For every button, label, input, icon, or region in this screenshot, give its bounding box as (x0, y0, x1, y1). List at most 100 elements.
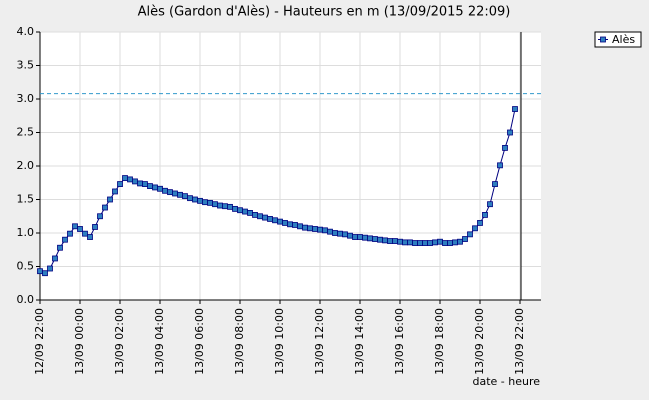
point (317, 226, 323, 233)
point (372, 236, 378, 242)
point (402, 239, 408, 246)
point (187, 195, 193, 202)
legend-label: Alès (612, 33, 635, 46)
point (357, 234, 363, 240)
point (487, 201, 493, 208)
point (342, 231, 348, 238)
point (232, 205, 238, 212)
point (102, 204, 108, 211)
point (177, 191, 183, 198)
point (477, 220, 483, 226)
point (302, 224, 308, 231)
point (382, 237, 388, 244)
point (157, 185, 163, 192)
point (507, 129, 513, 136)
point (52, 255, 58, 262)
point (332, 230, 338, 236)
point (387, 238, 393, 244)
point (352, 234, 358, 240)
point (337, 230, 343, 237)
point (472, 225, 478, 232)
x-tick-label: 13/09 14:00 (353, 308, 366, 375)
point (247, 209, 253, 216)
x-tick-label: 13/09 20:00 (473, 308, 486, 375)
point (462, 236, 468, 242)
point (162, 187, 168, 194)
point (307, 225, 313, 232)
x-tick-label: 13/09 18:00 (433, 308, 446, 375)
point (117, 181, 123, 187)
point (327, 228, 333, 235)
point (362, 234, 368, 241)
point (107, 196, 113, 203)
point (417, 240, 423, 246)
y-tick-label: 2.0 (17, 159, 35, 172)
point (322, 227, 328, 234)
x-tick-label: 13/09 10:00 (273, 308, 286, 375)
y-tick-label: 0.0 (17, 293, 35, 306)
point (367, 235, 373, 242)
point (437, 238, 443, 245)
point (377, 236, 383, 243)
x-tick-label: 13/09 16:00 (393, 308, 406, 375)
point (292, 222, 298, 228)
point (272, 217, 278, 224)
point (132, 178, 138, 185)
point (57, 244, 63, 251)
y-tick-label: 2.5 (17, 126, 35, 139)
point (172, 190, 178, 197)
point (447, 240, 453, 246)
point (457, 238, 463, 245)
legend-box (594, 31, 642, 48)
point (492, 181, 498, 187)
point (207, 199, 213, 206)
point (67, 230, 73, 237)
point (222, 203, 228, 210)
x-tick-label: 13/09 00:00 (73, 308, 86, 375)
y-tick-label: 4.0 (17, 25, 35, 38)
point (72, 223, 78, 230)
point (77, 226, 83, 232)
point (467, 231, 473, 238)
point (37, 268, 43, 275)
point (257, 213, 263, 220)
point (397, 238, 403, 245)
x-axis-label: date - heure (472, 375, 540, 388)
point (392, 238, 398, 244)
point (282, 220, 288, 226)
y-tick-label: 3.0 (17, 92, 35, 105)
x-tick-label: 13/09 06:00 (193, 308, 206, 375)
point (262, 214, 268, 221)
point (267, 216, 273, 222)
point (502, 145, 508, 151)
point (252, 212, 258, 218)
point (192, 196, 198, 203)
point (452, 239, 458, 246)
point (242, 208, 248, 215)
point (62, 236, 68, 243)
point (237, 207, 243, 214)
point (422, 240, 428, 246)
point (202, 199, 208, 206)
point (87, 234, 93, 240)
point (42, 270, 48, 277)
point (277, 218, 283, 225)
x-tick-label: 12/09 22:00 (33, 308, 46, 375)
point (182, 193, 188, 200)
point (127, 176, 133, 183)
point (152, 184, 158, 191)
x-tick-label: 13/09 22:00 (513, 308, 526, 375)
point (217, 202, 223, 209)
y-tick-label: 0.5 (17, 260, 35, 273)
x-tick-label: 13/09 04:00 (153, 308, 166, 375)
point (82, 230, 88, 237)
point (147, 183, 153, 190)
point (97, 213, 103, 220)
point (287, 221, 293, 228)
point (92, 224, 98, 230)
point (482, 212, 488, 218)
point (512, 106, 518, 112)
point (407, 239, 413, 246)
legend-marker (600, 36, 606, 43)
point (347, 232, 353, 239)
